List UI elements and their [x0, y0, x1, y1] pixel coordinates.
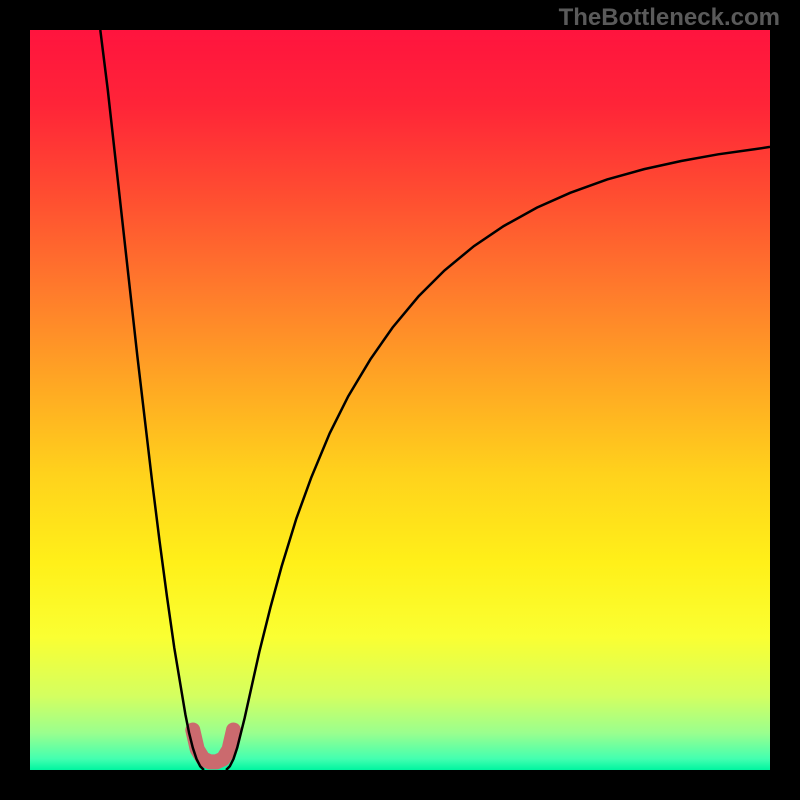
plot-svg	[30, 30, 770, 770]
plot-background	[30, 30, 770, 770]
watermark-text: TheBottleneck.com	[559, 4, 780, 32]
plot-area	[30, 30, 770, 770]
